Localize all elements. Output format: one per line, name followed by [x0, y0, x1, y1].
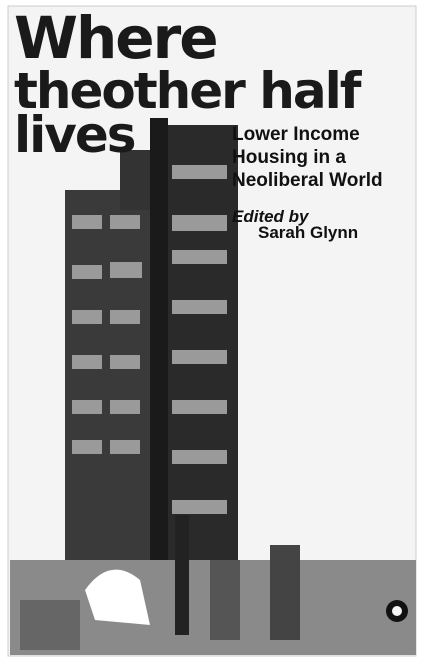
book-cover: Where theother half lives Lower Income H… — [0, 0, 424, 663]
subtitle-line: Lower Income — [232, 124, 360, 145]
subtitle-line: Neoliberal World — [232, 170, 383, 191]
publisher-logo — [386, 600, 408, 622]
title-line: lives — [14, 106, 135, 164]
subtitle-line: Housing in a — [232, 147, 346, 168]
editor-name: Sarah Glynn — [258, 223, 358, 242]
